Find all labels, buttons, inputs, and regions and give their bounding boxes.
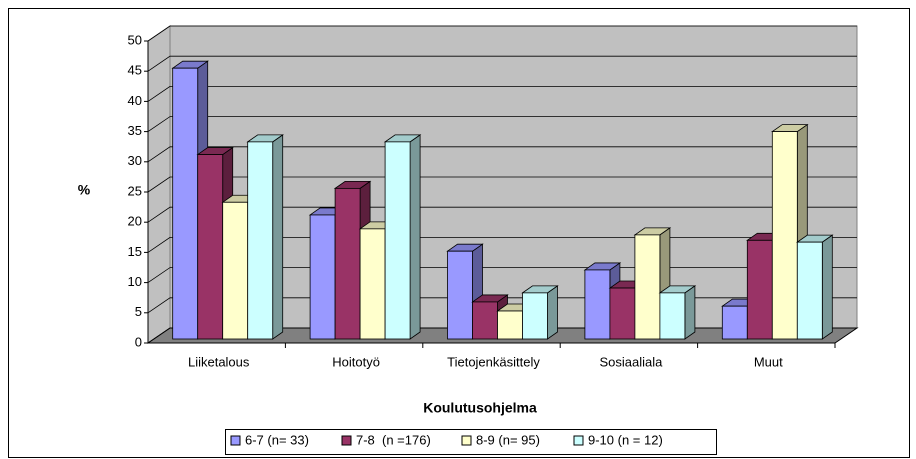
- grid-line: [147, 86, 857, 102]
- legend: 6-7 (n= 33) 7-8 (n =176) 8-9 (n= 95) 9-10 (…: [225, 429, 717, 455]
- y-tick-label: 0: [135, 334, 142, 349]
- bar-front: [309, 214, 336, 340]
- legend-label: 8-9 (n= 95): [476, 432, 540, 447]
- bar-front: [359, 228, 386, 340]
- bar-front: [609, 287, 636, 340]
- bar-front: [659, 292, 686, 340]
- legend-label: 7-8 (n =176): [356, 432, 431, 447]
- bar-front: [384, 141, 411, 340]
- y-tick-label: 40: [128, 93, 142, 108]
- x-tick-label: Tietojenkäsittely: [447, 354, 540, 369]
- legend-swatch: [230, 435, 241, 446]
- y-tick-label: 25: [128, 183, 142, 198]
- bar-side: [547, 285, 558, 340]
- bar-side: [272, 134, 284, 340]
- y-tick-label: 20: [128, 214, 142, 229]
- legend-swatch: [461, 435, 472, 446]
- bar-front: [497, 310, 523, 340]
- y-tick-label: 45: [128, 63, 142, 78]
- x-axis-label: Koulutusohjelma: [423, 400, 537, 416]
- legend-label: 6-7 (n= 33): [245, 432, 309, 447]
- bar-front: [472, 301, 498, 340]
- bar-front: [334, 187, 361, 340]
- legend-swatch: [341, 435, 352, 446]
- x-tick-label: Muut: [754, 354, 783, 369]
- bar: [633, 227, 672, 340]
- bar-front: [222, 201, 249, 340]
- bar-side: [409, 134, 421, 340]
- grid-line: [147, 146, 857, 163]
- bar-front: [197, 154, 224, 340]
- grid-line: [147, 236, 857, 253]
- bar: [658, 285, 697, 340]
- grid-line: [147, 206, 857, 223]
- y-tick-label: 35: [128, 123, 142, 138]
- grid-line: [147, 176, 857, 193]
- y-tick-label: 5: [135, 304, 142, 319]
- bar-front: [746, 239, 773, 340]
- grid-line: [147, 267, 857, 283]
- bar-front: [447, 250, 473, 340]
- y-tick-label: 15: [128, 244, 142, 259]
- bar-front: [522, 292, 548, 340]
- x-tick-label: Liiketalous: [188, 354, 250, 369]
- y-tick-label: 30: [128, 153, 142, 168]
- bar-side: [821, 234, 833, 340]
- bar: [796, 234, 834, 340]
- bar-front: [721, 305, 748, 340]
- bar-side: [684, 285, 696, 340]
- bar-front: [247, 141, 274, 340]
- y-axis-label: %: [78, 182, 91, 198]
- legend-swatch: [573, 435, 584, 446]
- bar-front: [172, 67, 199, 340]
- grid-line: [147, 116, 857, 132]
- legend-label: 9-10 (n = 12): [588, 432, 663, 447]
- bar: [383, 134, 422, 340]
- bar: [521, 285, 559, 340]
- grid-line: [147, 55, 857, 72]
- bar-front: [796, 241, 823, 340]
- x-tick-label: Hoitotyö: [332, 354, 380, 369]
- x-tick-label: Sosiaaliala: [599, 354, 663, 369]
- y-tick-label: 50: [128, 32, 142, 47]
- bar: [246, 134, 284, 340]
- bar-front: [771, 131, 798, 340]
- bar-front: [634, 234, 661, 340]
- y-tick-label: 10: [128, 274, 142, 289]
- grid-line: [147, 25, 857, 42]
- bar-front: [584, 269, 611, 340]
